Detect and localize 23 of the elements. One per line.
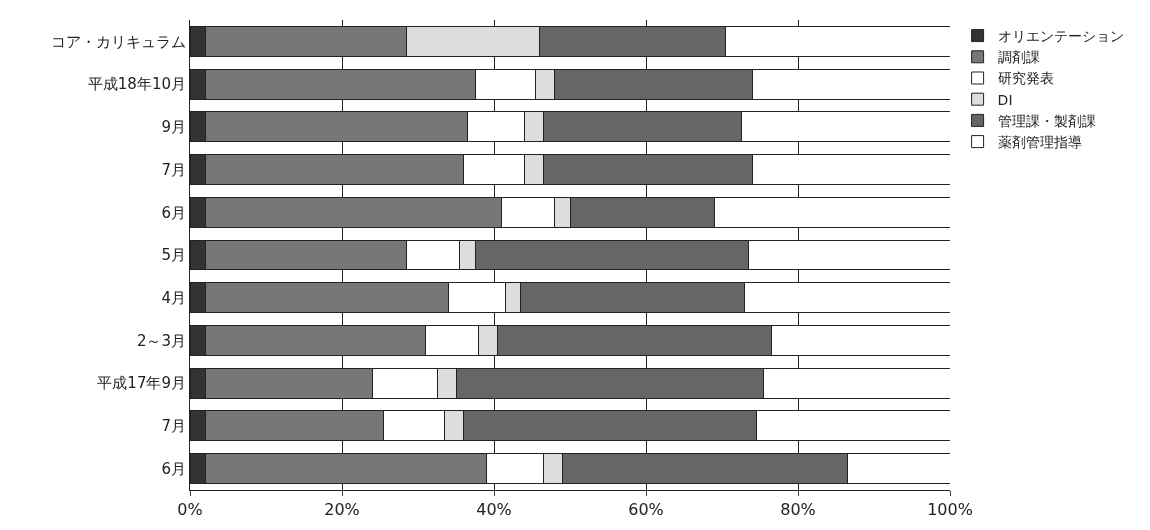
y-tick-label: 7月 <box>161 417 186 436</box>
x-tick-label: 100% <box>927 500 973 520</box>
legend-label: 薬剤管理指導 <box>997 134 1082 151</box>
y-tick-label: 5月 <box>161 246 186 265</box>
y-tick-label: コア・カリキュラム <box>51 32 186 51</box>
legend-label: 研究発表 <box>997 70 1054 87</box>
y-tick-label: 6月 <box>161 459 186 478</box>
y-tick-label: 2～3月 <box>136 331 186 350</box>
x-tick-label: 80% <box>780 500 816 520</box>
legend-label: DI <box>997 91 1013 108</box>
y-tick-label: 9月 <box>161 118 186 137</box>
y-tick-label: 平成17年9月 <box>97 374 186 393</box>
legend-label: 調剤課 <box>997 49 1040 66</box>
x-tick-label: 20% <box>324 500 360 520</box>
legend-label: オリエンテーション <box>997 28 1124 45</box>
x-tick-label: 0% <box>177 500 203 520</box>
x-tick-label: 40% <box>476 500 512 520</box>
legend-label: 管理課・製剤課 <box>997 112 1096 129</box>
y-tick-label: 平成18年10月 <box>87 75 186 94</box>
y-tick-label: 6月 <box>161 203 186 222</box>
x-tick-label: 60% <box>628 500 664 520</box>
y-tick-label: 4月 <box>161 288 186 307</box>
y-tick-label: 7月 <box>161 160 186 179</box>
